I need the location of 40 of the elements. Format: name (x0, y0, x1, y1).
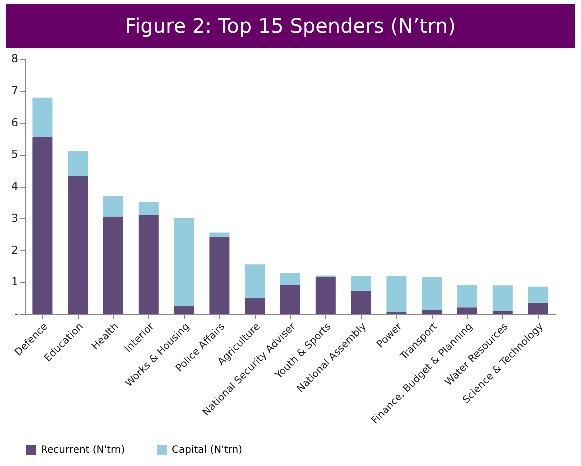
bar (210, 236, 230, 314)
bar (280, 274, 300, 285)
bar (32, 137, 53, 314)
bar (492, 311, 513, 314)
y-tick-label: 1 (12, 276, 18, 289)
bar (458, 285, 478, 308)
bar (422, 277, 442, 310)
y-tick-label: 6 (12, 116, 18, 130)
bar (138, 215, 159, 314)
bar (138, 202, 159, 216)
chart-title: Figure 2: Top 15 Spenders (N’trn) (6, 4, 575, 48)
y-tick-label: 8 (12, 52, 18, 66)
y-tick-label: 4 (12, 180, 18, 193)
bar (245, 264, 266, 298)
bar (351, 276, 372, 292)
bar (174, 306, 194, 314)
bar (316, 277, 336, 314)
legend-label: Capital (N'trn) (172, 445, 243, 456)
legend-label: Recurrent (N'trn) (41, 445, 126, 456)
bar (104, 216, 124, 314)
bar (68, 151, 88, 176)
bar (245, 298, 266, 314)
y-tick-label: 5 (12, 148, 18, 162)
bar (210, 232, 230, 237)
bar (492, 286, 513, 312)
bar (32, 98, 53, 138)
bar (174, 218, 194, 306)
bar (68, 176, 88, 314)
y-tick-label: 2 (12, 244, 18, 257)
bar (104, 196, 124, 217)
y-tick-label: - (14, 308, 19, 320)
bar (386, 276, 407, 312)
bar (422, 310, 442, 314)
bar (280, 284, 300, 314)
y-tick-label: 3 (12, 212, 18, 225)
bar (458, 308, 478, 314)
bar (528, 286, 548, 303)
bar (528, 302, 548, 314)
bar (351, 291, 372, 314)
y-tick-label: 7 (12, 84, 18, 98)
